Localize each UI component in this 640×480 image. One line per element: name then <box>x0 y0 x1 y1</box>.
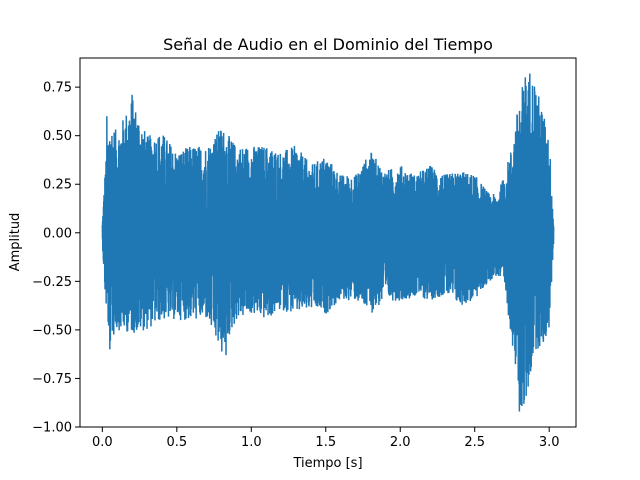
y-tick-label: 0.75 <box>43 81 72 96</box>
x-tick-label: 0.0 <box>92 435 113 450</box>
x-tick-label: 1.5 <box>315 435 336 450</box>
y-tick-label: −0.75 <box>32 372 72 387</box>
chart-title: Señal de Audio en el Dominio del Tiempo <box>163 35 493 54</box>
y-tick-label: 0.25 <box>43 178 72 193</box>
signal-series-line <box>101 73 555 412</box>
plot-frame <box>79 57 577 428</box>
x-tick-label: 2.5 <box>464 435 485 450</box>
y-tick-label: 0.00 <box>43 226 72 241</box>
x-axis-ticks: 0.0 0.5 1.0 1.5 2.0 2.5 3.0 <box>92 427 560 450</box>
y-tick-label: −0.25 <box>32 275 72 290</box>
x-tick-label: 1.0 <box>241 435 262 450</box>
y-tick-label: −1.00 <box>32 421 72 436</box>
y-axis-ticks: −1.00 −0.75 −0.50 −0.25 0.00 0.25 0.50 0.75 <box>32 81 80 436</box>
x-axis-label: Tiempo [s] <box>292 456 362 471</box>
y-tick-label: −0.50 <box>32 323 72 338</box>
y-tick-label: 0.50 <box>43 129 72 144</box>
y-axis-label: Amplitud <box>8 213 23 272</box>
x-tick-label: 2.0 <box>390 435 411 450</box>
x-tick-label: 3.0 <box>539 435 560 450</box>
x-tick-label: 0.5 <box>166 435 187 450</box>
